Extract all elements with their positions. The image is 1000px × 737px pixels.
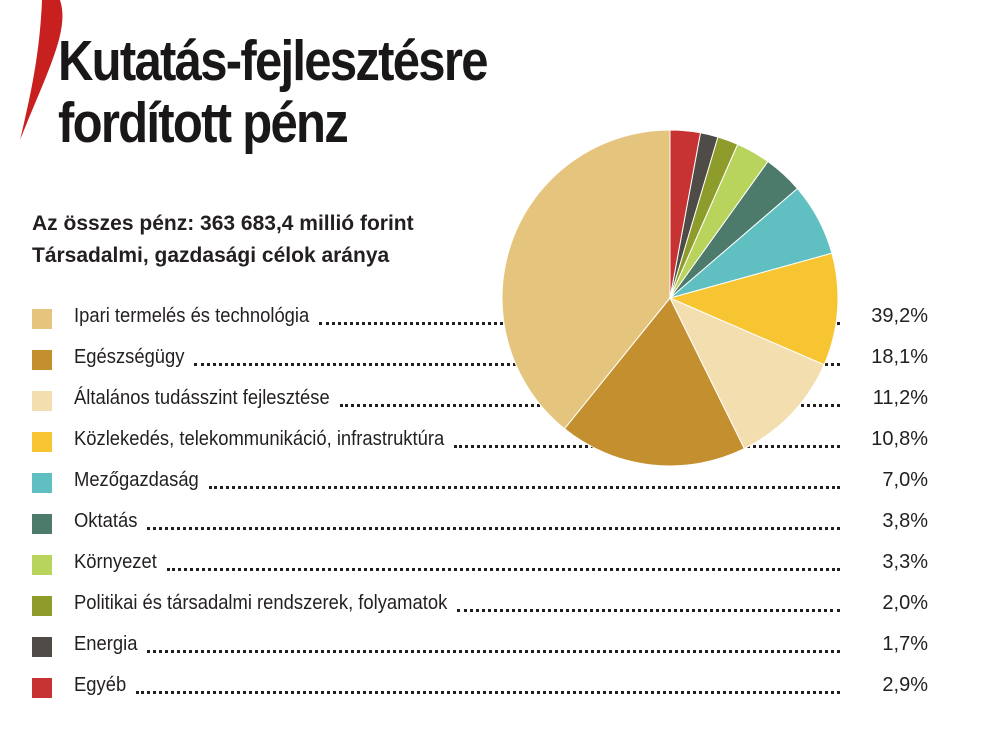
legend-item: Politikai és társadalmi rendszerek, foly… <box>32 587 932 628</box>
chart-title: Kutatás-fejlesztésre fordított pénz <box>58 29 488 155</box>
legend-value: 7,0% <box>882 469 928 491</box>
leader-dots <box>166 568 840 571</box>
subtitle-text: Társadalmi, gazdasági célok aránya <box>32 244 390 267</box>
legend-value: 2,9% <box>882 674 928 696</box>
pie-chart <box>501 129 839 467</box>
legend-value: 3,3% <box>882 551 928 573</box>
legend-label: Mezőgazdaság <box>74 469 199 491</box>
legend-swatch <box>32 555 52 575</box>
pie-slice <box>669 129 702 299</box>
legend-value: 3,8% <box>882 510 928 532</box>
leader-dots <box>147 650 840 653</box>
leader-dots <box>208 486 840 489</box>
legend: Ipari termelés és technológia 39,2% Egészs… <box>32 300 932 710</box>
legend-label: Közlekedés, telekommunikáció, infrastruk… <box>74 428 445 450</box>
legend-label: Politikai és társadalmi rendszerek, foly… <box>74 592 448 614</box>
total-amount-text: Az összes pénz: 363 683,4 millió forint <box>32 212 414 235</box>
legend-label: Általános tudásszint fejlesztése <box>74 387 330 409</box>
red-accent-swoosh-icon <box>20 0 63 140</box>
legend-label: Ipari termelés és technológia <box>74 305 310 327</box>
legend-value: 1,7% <box>882 633 928 655</box>
legend-swatch <box>32 473 52 493</box>
legend-swatch <box>32 678 52 698</box>
legend-item: Mezőgazdaság 7,0% <box>32 464 932 505</box>
leader-dots <box>457 609 840 612</box>
leader-dots <box>147 527 840 530</box>
legend-swatch <box>32 596 52 616</box>
chart-title-line-1: Kutatás-fejlesztésre <box>58 29 488 93</box>
legend-label: Oktatás <box>74 510 138 532</box>
legend-swatch <box>32 432 52 452</box>
pie-slice <box>563 297 746 467</box>
legend-value: 39,2% <box>871 305 928 327</box>
pie-slice <box>668 297 825 450</box>
legend-value: 2,0% <box>882 592 928 614</box>
chart-title-line-2: fordított pénz <box>58 91 349 155</box>
legend-item: Környezet 3,3% <box>32 546 932 587</box>
pie-slice <box>501 129 671 430</box>
legend-label: Egészségügy <box>74 346 185 368</box>
legend-value: 10,8% <box>871 428 928 450</box>
legend-item: Oktatás 3,8% <box>32 505 932 546</box>
chart-subtitle: Az összes pénz: 363 683,4 millió forint … <box>32 208 414 272</box>
legend-swatch <box>32 637 52 657</box>
legend-swatch <box>32 350 52 370</box>
legend-value: 11,2% <box>872 387 928 409</box>
legend-swatch <box>32 309 52 329</box>
pie-slice <box>668 252 839 366</box>
leader-dots <box>136 691 840 694</box>
legend-label: Környezet <box>74 551 157 573</box>
legend-value: 18,1% <box>871 346 928 368</box>
legend-swatch <box>32 391 52 411</box>
legend-swatch <box>32 514 52 534</box>
legend-label: Egyéb <box>74 674 127 696</box>
legend-item: Egyéb 2,9% <box>32 669 932 710</box>
legend-item: Energia 1,7% <box>32 628 932 669</box>
legend-label: Energia <box>74 633 138 655</box>
